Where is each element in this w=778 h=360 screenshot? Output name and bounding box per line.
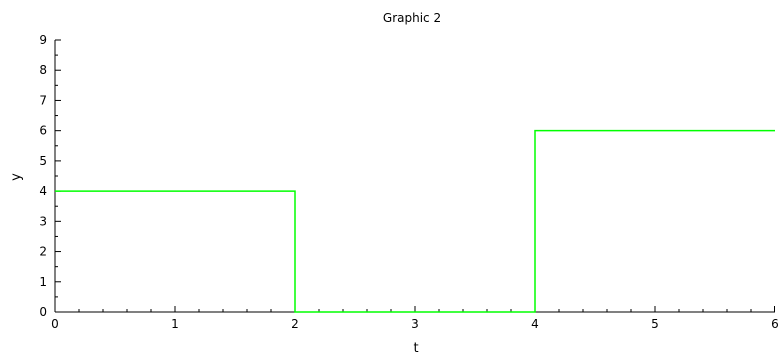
y-tick-label: 1 [39,275,47,289]
y-tick-label: 6 [39,124,47,138]
y-tick-label: 3 [39,214,47,228]
x-tick-label: 6 [771,317,778,331]
y-tick-label: 9 [39,33,47,47]
x-tick-label: 2 [291,317,299,331]
y-tick-label: 7 [39,93,47,107]
x-axis-title: t [413,341,418,356]
series-line [55,129,775,313]
x-tick-label: 0 [51,317,59,331]
y-tick-label: 2 [39,245,47,259]
y-tick-label: 5 [39,154,47,168]
y-tick-label: 4 [39,184,47,198]
y-tick-label: 0 [39,305,47,319]
y-axis-title: y [9,173,24,181]
x-tick-label: 4 [531,317,539,331]
y-tick-label: 8 [39,63,47,77]
x-tick-label: 5 [651,317,659,331]
plot-series [55,129,775,313]
chart-title: Graphic 2 [383,11,441,25]
x-tick-label: 3 [411,317,419,331]
axes: 0 1 2 3 4 5 6 0 1 2 3 4 5 6 7 8 9 [39,33,778,331]
x-tick-label: 1 [171,317,179,331]
